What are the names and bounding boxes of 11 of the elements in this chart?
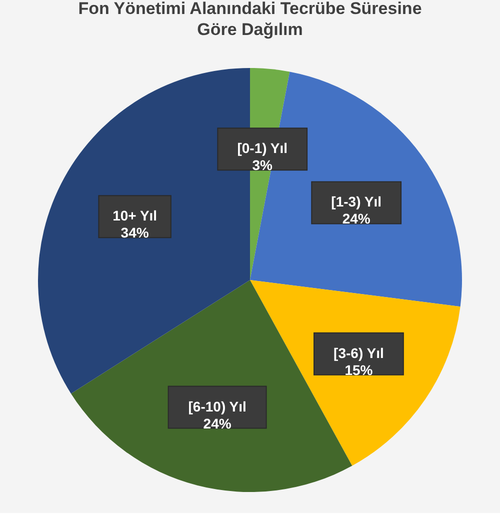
slice-label: [1-3) Yıl <box>331 194 382 210</box>
data-label: 34% <box>120 224 150 241</box>
slice-label: [0-1) Yıl <box>237 140 288 156</box>
chart-title: Fon Yönetimi Alanındaki Tecrübe Süresine Göre Dağılım <box>78 0 422 39</box>
slice-label: [3-6) Yıl <box>334 344 384 361</box>
data-label: 24% <box>342 210 371 227</box>
slice-label: 10+ Yıl <box>112 208 158 224</box>
slice-label: [6-10) Yıl <box>188 398 246 414</box>
data-label: 15% <box>344 362 374 378</box>
data-label: 24% <box>203 415 232 432</box>
data-label: 3% <box>252 157 274 174</box>
